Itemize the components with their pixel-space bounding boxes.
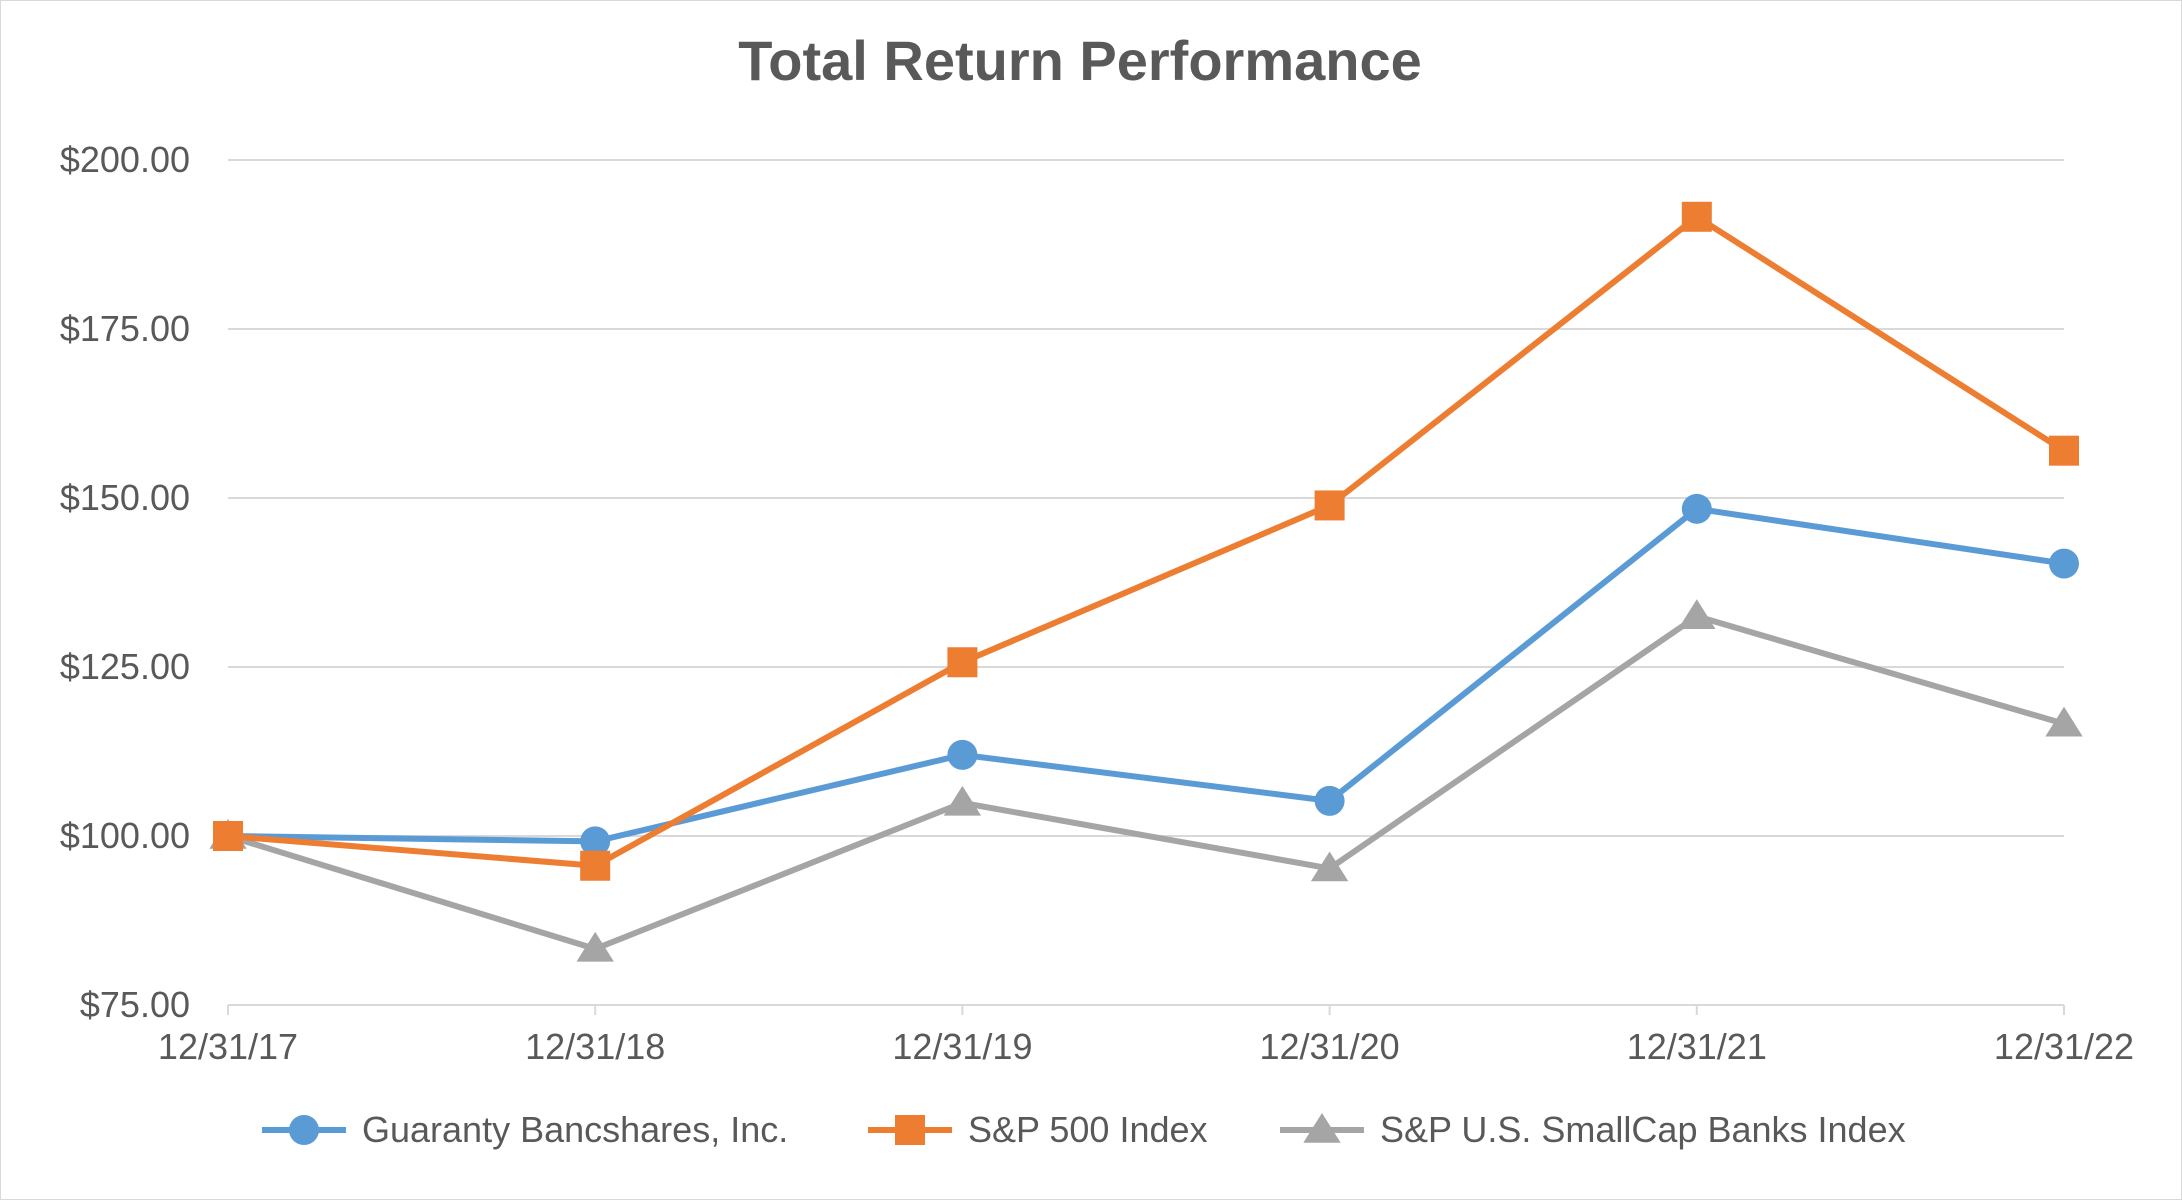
data-point bbox=[1681, 493, 1712, 524]
legend-marker bbox=[895, 1115, 925, 1145]
data-point bbox=[1678, 599, 1716, 630]
data-point bbox=[1310, 851, 1349, 882]
data-point bbox=[1681, 201, 1712, 232]
y-tick-label: $75.00 bbox=[80, 984, 190, 1025]
data-point bbox=[2049, 435, 2079, 466]
data-point bbox=[2045, 706, 2083, 737]
data-point bbox=[580, 850, 611, 881]
y-tick-label: $100.00 bbox=[60, 815, 190, 856]
data-point bbox=[576, 931, 614, 962]
y-tick-label: $200.00 bbox=[60, 139, 190, 180]
data-point bbox=[2049, 548, 2079, 579]
legend-marker bbox=[289, 1115, 319, 1145]
data-point bbox=[1314, 490, 1345, 521]
data-point bbox=[213, 821, 243, 851]
data-point bbox=[947, 647, 978, 678]
series-line-2 bbox=[227, 613, 2065, 952]
x-tick-label: 12/31/21 bbox=[1627, 1026, 1767, 1067]
data-point bbox=[1314, 785, 1345, 816]
y-tick-label: $175.00 bbox=[60, 308, 190, 349]
legend-label: S&P 500 Index bbox=[968, 1109, 1208, 1150]
x-tick-label: 12/31/18 bbox=[525, 1026, 665, 1067]
data-point bbox=[580, 826, 611, 857]
chart-title: Total Return Performance bbox=[738, 29, 1422, 92]
legend-label: Guaranty Bancshares, Inc. bbox=[362, 1109, 788, 1150]
legend-marker bbox=[1303, 1113, 1341, 1143]
x-tick-label: 12/31/17 bbox=[158, 1026, 298, 1067]
y-tick-label: $150.00 bbox=[60, 477, 190, 518]
legend-label: S&P U.S. SmallCap Banks Index bbox=[1380, 1109, 1906, 1150]
x-tick-label: 12/31/20 bbox=[1260, 1026, 1400, 1067]
x-tick-label: 12/31/22 bbox=[1994, 1026, 2134, 1067]
series-line-1 bbox=[227, 213, 2066, 869]
data-point bbox=[947, 739, 978, 770]
y-tick-label: $125.00 bbox=[60, 646, 190, 687]
series-line-0 bbox=[227, 505, 2065, 845]
x-tick-label: 12/31/19 bbox=[892, 1026, 1032, 1067]
data-point bbox=[943, 785, 982, 816]
